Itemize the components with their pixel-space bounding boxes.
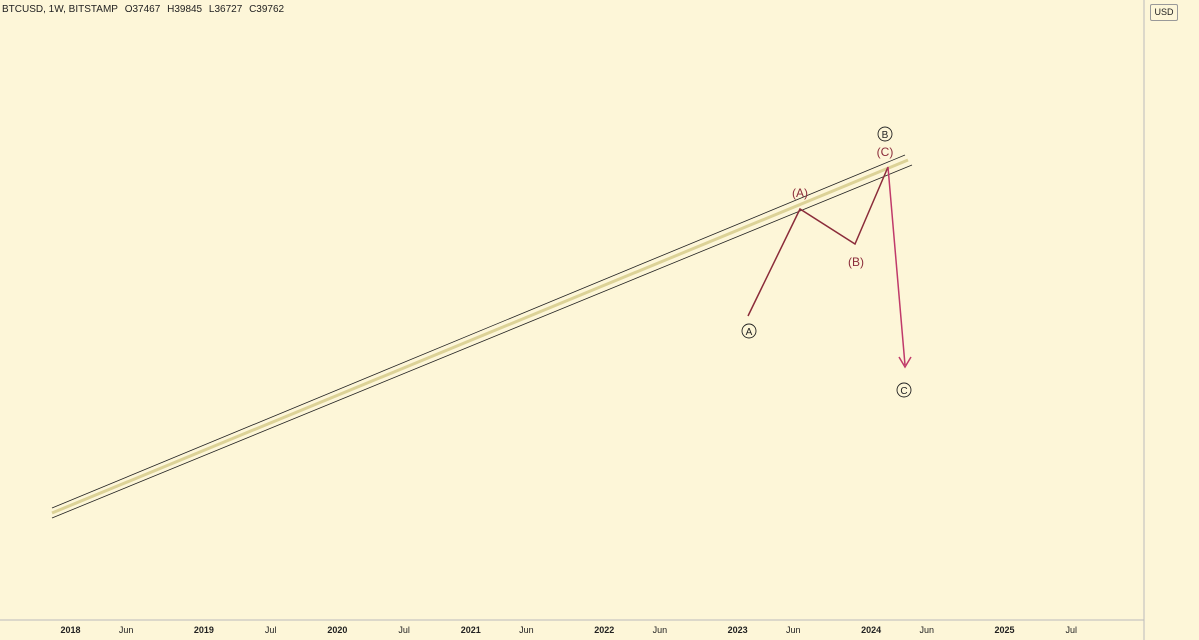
x-tick-label: Jul xyxy=(398,625,410,635)
wave-label-circle xyxy=(741,323,757,339)
x-tick-label: 2022 xyxy=(594,625,614,635)
x-tick-label: 2019 xyxy=(194,625,214,635)
x-tick-label: Jun xyxy=(919,625,934,635)
trendline-band xyxy=(51,158,909,515)
low-value: L36727 xyxy=(208,4,243,15)
x-tick-label: Jul xyxy=(265,625,277,635)
trendline-lower xyxy=(51,164,913,519)
wave-label: (C) xyxy=(877,145,894,159)
x-tick-label: 2023 xyxy=(728,625,748,635)
x-tick-label: 2025 xyxy=(995,625,1015,635)
chart-header: BTCUSD, 1W, BITSTAMP O37467 H39845 L3672… xyxy=(2,4,288,15)
wave-label: (A) xyxy=(792,186,808,200)
x-tick-label: Jun xyxy=(786,625,801,635)
wave-label: (B) xyxy=(848,255,864,269)
x-tick-label: 2018 xyxy=(60,625,80,635)
close-value: C39762 xyxy=(249,4,285,15)
wave-path xyxy=(747,166,889,317)
wave-label: C xyxy=(900,386,907,397)
symbol-label: BTCUSD, 1W, BITSTAMP xyxy=(2,4,118,15)
x-tick-label: Jun xyxy=(119,625,134,635)
trendline-upper xyxy=(51,154,906,509)
high-value: H39845 xyxy=(167,4,203,15)
x-tick-label: Jul xyxy=(1066,625,1078,635)
x-tick-label: Jun xyxy=(653,625,668,635)
projection-arrowhead xyxy=(898,356,912,369)
open-value: O37467 xyxy=(124,4,161,15)
currency-button[interactable]: USD xyxy=(1150,4,1178,21)
wave-label-circle xyxy=(896,382,912,398)
x-tick-label: 2020 xyxy=(327,625,347,635)
x-tick-label: 2024 xyxy=(861,625,881,635)
x-tick-label: 2021 xyxy=(461,625,481,635)
wave-label-circle xyxy=(877,126,893,142)
projection-arrow xyxy=(887,166,906,366)
wave-label: B xyxy=(882,130,889,141)
x-tick-label: Jun xyxy=(519,625,534,635)
wave-label: A xyxy=(746,327,753,338)
